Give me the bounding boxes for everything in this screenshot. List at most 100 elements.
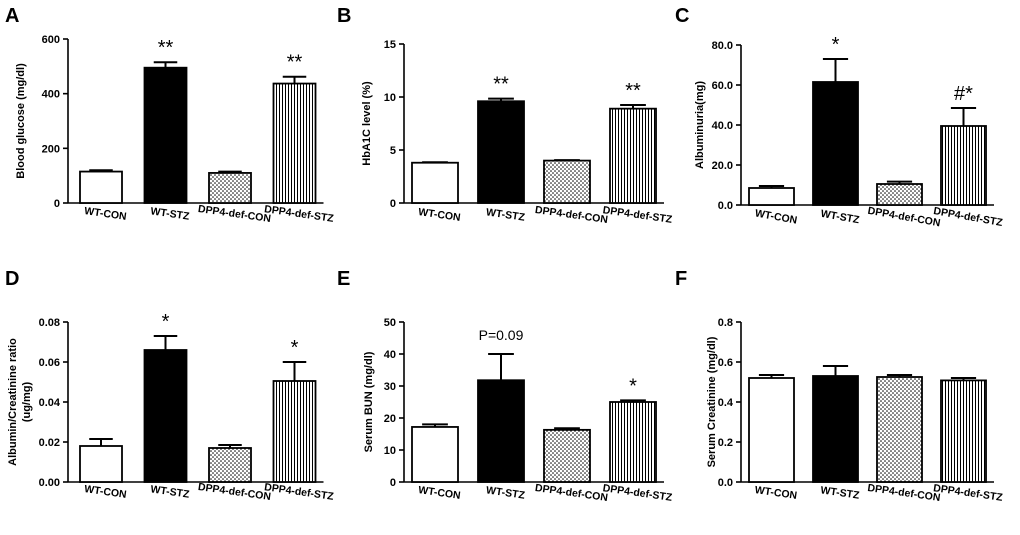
y-axis-title: (ug/mg)	[21, 382, 33, 423]
y-tick-label: 0.2	[718, 437, 733, 449]
y-tick-label: 600	[42, 34, 60, 46]
y-axis-title: HbA1C level (%)	[361, 81, 373, 166]
panel-letter: C	[675, 5, 689, 27]
y-tick-label: 40.0	[712, 120, 733, 132]
y-tick-label: 0.02	[39, 437, 60, 449]
category-label: WT-STZ	[150, 205, 191, 222]
y-tick-label: 0.0	[718, 477, 733, 489]
bar-dpp4-def-stz	[940, 379, 987, 483]
panel-letter: D	[5, 268, 19, 290]
bar-dpp4-def-stz	[272, 82, 317, 204]
category-label: DPP4-def-CON	[197, 203, 271, 225]
category-label: WT-CON	[84, 483, 128, 501]
y-tick-label: 10	[384, 445, 396, 457]
y-tick-label: 0.06	[39, 357, 60, 369]
y-tick-label: 0	[390, 198, 396, 210]
category-label: WT-STZ	[485, 206, 526, 223]
category-label: DPP4-def-STZ	[932, 482, 1004, 504]
category-label: WT-CON	[418, 206, 462, 224]
panel-e: E 0 10 20 30 40 50 Serum BUN (mg/dl) WT-CON P=0.0…	[337, 268, 673, 504]
significance-marker: **	[287, 52, 303, 74]
category-label: DPP4-def-CON	[867, 205, 941, 230]
bar-wt-stz	[477, 100, 525, 204]
significance-marker: **	[493, 74, 509, 96]
bar-wt-con	[79, 170, 123, 204]
significance-marker: #*	[954, 83, 973, 105]
significance-marker: *	[832, 34, 840, 56]
category-label: WT-STZ	[820, 208, 861, 227]
y-tick-label: 0.08	[39, 317, 60, 329]
y-axis-title: Serum Creatinine (mg/dl)	[706, 336, 718, 467]
bar-dpp4-def-con	[876, 376, 923, 483]
p-value-label: P=0.09	[479, 327, 524, 343]
bar-dpp4-def-con	[543, 159, 591, 204]
bar-wt-con	[748, 187, 795, 206]
significance-marker: **	[158, 37, 174, 59]
y-tick-label: 30	[384, 381, 396, 393]
y-tick-label: 80.0	[712, 40, 733, 52]
bar-wt-con	[748, 377, 795, 483]
significance-marker: *	[291, 337, 299, 359]
y-tick-label: 5	[390, 145, 396, 157]
y-axis-title: Serum BUN (mg/dl)	[363, 351, 375, 452]
bar-wt-con	[411, 161, 459, 204]
panel-d: D 0.00 0.02 0.04 0.06 0.08 Albumin/Creatinine …	[5, 268, 335, 503]
bar-wt-stz	[812, 375, 859, 483]
y-tick-label: 0.8	[718, 317, 733, 329]
y-tick-label: 200	[42, 143, 60, 155]
category-label: DPP4-def-STZ	[602, 482, 674, 504]
category-label: WT-CON	[754, 207, 798, 226]
y-tick-label: 0.0	[718, 200, 733, 212]
bar-wt-stz	[477, 379, 525, 483]
bar-dpp4-def-con	[543, 428, 591, 483]
bar-wt-con	[411, 426, 459, 483]
bar-wt-stz	[143, 66, 188, 204]
y-tick-label: 0.4	[718, 397, 734, 409]
category-label: DPP4-def-STZ	[263, 481, 335, 503]
category-label: WT-CON	[754, 484, 798, 502]
bar-dpp4-def-stz	[609, 107, 657, 204]
y-tick-label: 60.0	[712, 80, 733, 92]
category-label: WT-CON	[418, 484, 462, 502]
bar-dpp4-def-stz	[609, 401, 657, 483]
y-tick-label: 10	[384, 92, 396, 104]
y-tick-label: 15	[384, 39, 396, 51]
panel-b: B 0 5 10 15 HbA1C level (%) WT-CON ** WT-STZ DPP4…	[337, 5, 673, 226]
panel-letter: B	[337, 5, 351, 27]
category-label: WT-CON	[84, 205, 128, 223]
y-axis-title: Blood glucose (mg/dl)	[15, 63, 27, 179]
bar-dpp4-def-stz	[272, 380, 317, 483]
panel-letter: F	[675, 268, 687, 290]
bar-dpp4-def-con	[208, 447, 252, 483]
y-tick-label: 0	[54, 198, 60, 210]
panel-letter: A	[5, 5, 19, 27]
panel-c: C 0.0 20.0 40.0 60.0 80.0 Albuminuria(mg) WT-CO…	[675, 5, 1004, 229]
y-tick-label: 20	[384, 413, 396, 425]
bar-wt-stz	[143, 349, 188, 483]
significance-marker: **	[625, 80, 641, 102]
category-label: DPP4-def-CON	[197, 481, 271, 503]
y-tick-label: 0	[390, 477, 396, 489]
y-axis-title: Albuminuria(mg)	[694, 81, 706, 169]
y-tick-label: 50	[384, 317, 396, 329]
category-label: DPP4-def-STZ	[263, 203, 335, 225]
significance-marker: *	[162, 311, 170, 333]
panel-a: A 0 200 400 600 Blood glucose (mg/dl) WT-CON **…	[5, 5, 335, 225]
category-label: DPP4-def-CON	[867, 482, 941, 504]
y-tick-label: 0.00	[39, 477, 60, 489]
category-label: WT-STZ	[150, 483, 191, 500]
category-label: WT-STZ	[820, 484, 861, 501]
bar-wt-stz	[812, 81, 859, 206]
category-label: DPP4-def-CON	[534, 204, 608, 226]
y-tick-label: 40	[384, 349, 396, 361]
significance-marker: *	[629, 375, 637, 397]
y-tick-label: 20.0	[712, 160, 733, 172]
y-tick-label: 400	[42, 89, 60, 101]
category-label: DPP4-def-STZ	[602, 204, 674, 226]
bar-dpp4-def-stz	[940, 125, 987, 206]
category-label: WT-STZ	[485, 484, 526, 501]
bar-wt-con	[79, 445, 123, 483]
bar-dpp4-def-con	[208, 172, 252, 204]
